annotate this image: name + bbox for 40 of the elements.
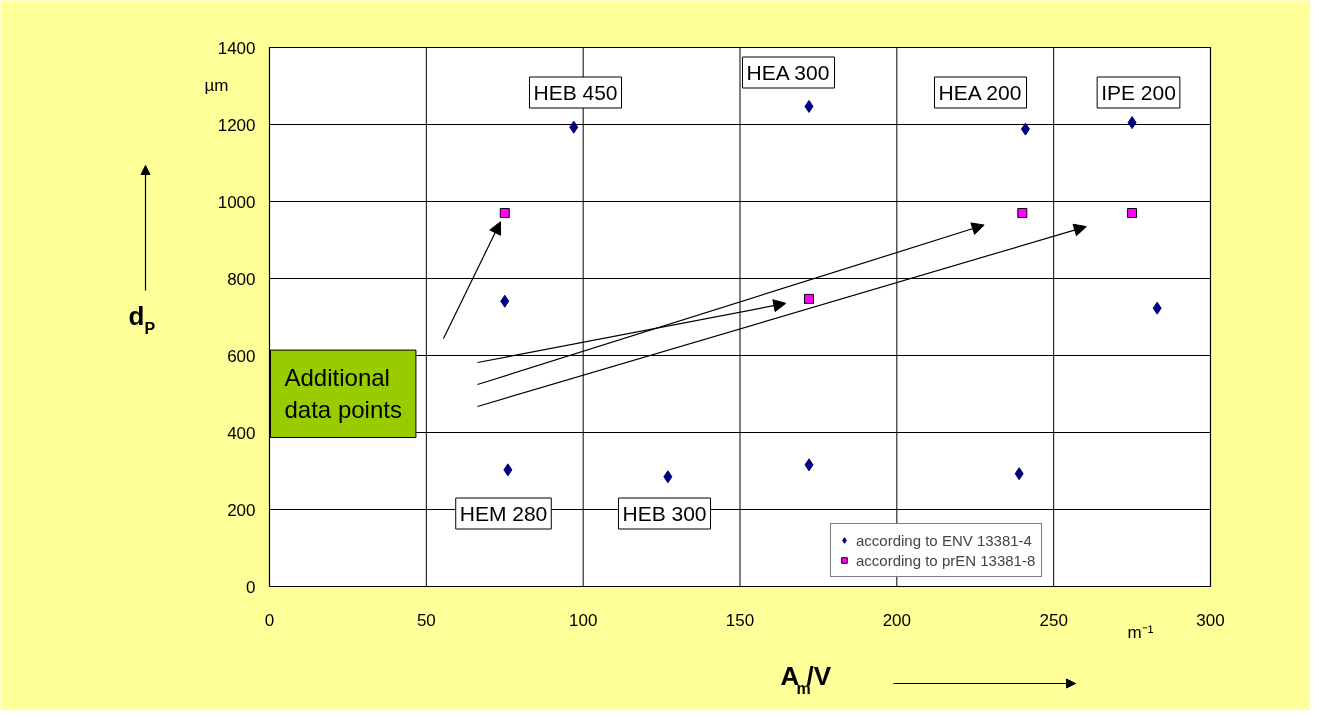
x-tick-label: 200 (882, 610, 912, 630)
point (500, 294, 510, 308)
x-tick-label: 50 (416, 610, 436, 630)
legend-label: according to prEN 13381-8 (856, 551, 1036, 569)
text: m⁻¹ (1127, 623, 1154, 642)
y-tick-label: 800 (227, 269, 256, 289)
point (503, 463, 513, 477)
y-tick-label: 1000 (217, 192, 256, 212)
point (1020, 122, 1030, 136)
point (1017, 208, 1028, 219)
text: µm (204, 76, 229, 95)
point (1127, 116, 1137, 130)
y-tick-label: 200 (227, 500, 256, 520)
y-tick-label: 1200 (217, 115, 256, 135)
x-tick-label: 300 (1196, 610, 1225, 630)
y-tick-label: 0 (246, 577, 256, 597)
x-tick-label: 0 (264, 610, 275, 630)
legend-label: according to ENV 13381-4 (856, 531, 1032, 549)
annotation: HEA 300 (746, 61, 830, 84)
annotation: HEA 200 (938, 81, 1022, 104)
point (804, 458, 814, 472)
y-tick-label: 600 (227, 346, 256, 366)
x-tick-label: 100 (568, 610, 598, 630)
point (1014, 467, 1024, 481)
annotation: HEM 280 (459, 502, 548, 525)
annotation: HEB 450 (533, 81, 618, 104)
point (499, 208, 510, 219)
point (1152, 301, 1162, 315)
y-tick-label: 400 (227, 423, 256, 443)
x-tick-label: 250 (1039, 610, 1068, 630)
point (569, 120, 579, 134)
point (1127, 208, 1138, 219)
y-tick-label: 1400 (217, 38, 256, 58)
annotation: HEB 300 (622, 502, 707, 525)
annotation: IPE 200 (1101, 81, 1176, 104)
point (663, 470, 673, 484)
point (804, 293, 815, 304)
point (804, 99, 814, 113)
x-tick-label: 150 (725, 610, 755, 630)
annotation: Additional data points (284, 364, 402, 424)
